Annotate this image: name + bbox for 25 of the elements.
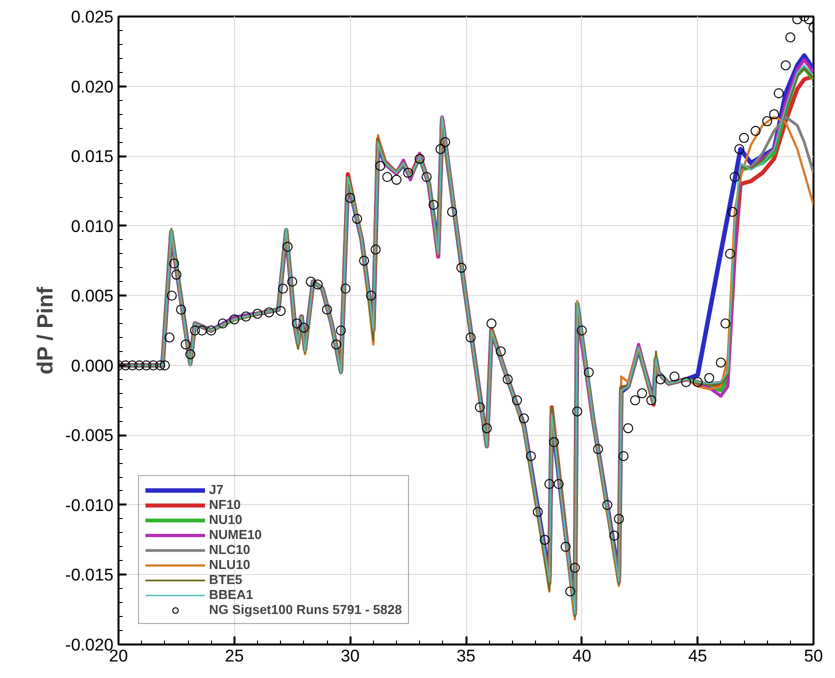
legend-label: NLC10	[209, 542, 250, 557]
x-tick-label: 50	[804, 646, 823, 666]
x-tick-label: 45	[688, 646, 708, 666]
y-tick-label: 0.015	[70, 147, 114, 166]
y-tick-label: 0.010	[70, 216, 114, 236]
legend-label: J7	[209, 482, 224, 497]
legend-label: NG Sigset100 Runs 5791 - 5828	[209, 602, 402, 617]
y-tick-label: -0.005	[65, 426, 114, 446]
legend-label: BBEA1	[209, 587, 254, 602]
x-tick-label: 30	[340, 646, 360, 666]
x-tick-label: 40	[572, 646, 592, 666]
x-tick-label: 25	[224, 646, 244, 666]
x-tick-label: 35	[456, 646, 476, 666]
y-tick-label: 0.025	[70, 8, 114, 26]
y-tick-label: -0.015	[65, 566, 114, 585]
legend-label: NUME10	[209, 527, 262, 542]
y-tick-label: -0.010	[65, 496, 114, 515]
legend-label: NLU10	[209, 557, 250, 572]
y-tick-label: 0.000	[70, 356, 114, 376]
y-tick-label: 0.020	[70, 77, 114, 96]
legend-label: BTE5	[209, 572, 242, 587]
legend-label: NU10	[209, 512, 242, 527]
legend-label: NF10	[209, 497, 241, 512]
y-tick-label: 0.005	[70, 286, 114, 306]
y-axis-title: dP / Pinf	[32, 286, 58, 374]
